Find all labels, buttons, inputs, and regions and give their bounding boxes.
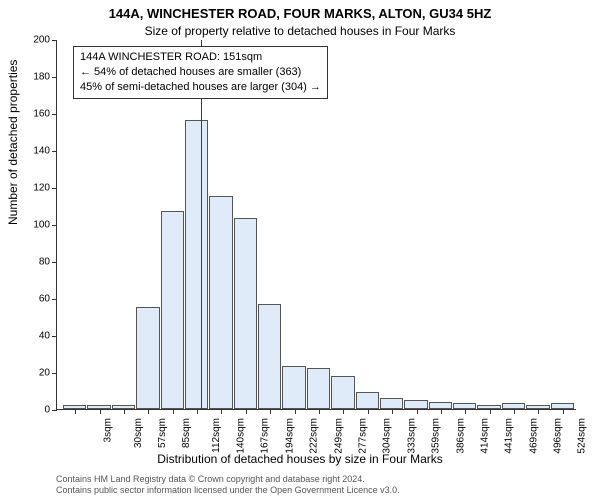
x-tick-label: 249sqm <box>333 418 344 454</box>
x-tick-label: 3sqm <box>103 418 114 442</box>
histogram-bar <box>282 366 305 409</box>
page-subtitle: Size of property relative to detached ho… <box>0 24 600 38</box>
annotation-line: 45% of semi-detached houses are larger (… <box>80 80 321 95</box>
x-tick-label: 333sqm <box>406 418 417 454</box>
histogram-bar <box>356 392 379 409</box>
y-tick-label: 120 <box>20 183 50 194</box>
y-tick-label: 200 <box>20 35 50 46</box>
annotation-line: ← 54% of detached houses are smaller (36… <box>80 65 321 80</box>
attribution-line: Contains HM Land Registry data © Crown c… <box>56 474 400 485</box>
annotation-line: 144A WINCHESTER ROAD: 151sqm <box>80 50 321 65</box>
histogram-bar <box>258 304 281 409</box>
x-tick-label: 304sqm <box>382 418 393 454</box>
annotation-box: 144A WINCHESTER ROAD: 151sqm← 54% of det… <box>73 46 328 99</box>
x-tick-label: 194sqm <box>284 418 295 454</box>
histogram-bar <box>209 196 232 409</box>
y-tick-label: 20 <box>20 368 50 379</box>
page-title: 144A, WINCHESTER ROAD, FOUR MARKS, ALTON… <box>0 6 600 21</box>
x-tick-label: 140sqm <box>236 418 247 454</box>
y-tick-label: 40 <box>20 331 50 342</box>
x-tick-label: 386sqm <box>455 418 466 454</box>
x-tick-label: 496sqm <box>553 418 564 454</box>
x-axis-label: Distribution of detached houses by size … <box>0 452 600 466</box>
x-tick-label: 277sqm <box>358 418 369 454</box>
y-tick-label: 100 <box>20 220 50 231</box>
histogram-bar <box>429 402 452 409</box>
x-tick-label: 85sqm <box>181 418 192 448</box>
histogram-bar <box>331 376 354 409</box>
histogram-bar <box>161 211 184 409</box>
x-tick-label: 524sqm <box>577 418 588 454</box>
y-tick-label: 0 <box>20 405 50 416</box>
y-tick-label: 180 <box>20 72 50 83</box>
y-tick-label: 140 <box>20 146 50 157</box>
histogram-bar <box>380 398 403 409</box>
y-tick-label: 60 <box>20 294 50 305</box>
x-tick-label: 359sqm <box>431 418 442 454</box>
x-tick-label: 30sqm <box>133 418 144 448</box>
y-axis-label: Number of detached properties <box>6 60 20 225</box>
attribution-text: Contains HM Land Registry data © Crown c… <box>56 474 400 496</box>
x-tick-label: 469sqm <box>528 418 539 454</box>
x-tick-label: 167sqm <box>260 418 271 454</box>
histogram-plot: 144A WINCHESTER ROAD: 151sqm← 54% of det… <box>56 40 576 410</box>
x-tick-label: 57sqm <box>157 418 168 448</box>
histogram-bar <box>185 120 208 409</box>
x-tick-label: 441sqm <box>504 418 515 454</box>
x-tick-label: 222sqm <box>309 418 320 454</box>
histogram-bar <box>307 368 330 409</box>
histogram-bar <box>234 218 257 409</box>
attribution-line: Contains public sector information licen… <box>56 485 400 496</box>
x-tick-label: 414sqm <box>479 418 490 454</box>
y-tick-label: 160 <box>20 109 50 120</box>
chart-area: 144A WINCHESTER ROAD: 151sqm← 54% of det… <box>56 40 576 410</box>
histogram-bar <box>404 400 427 409</box>
y-tick-label: 80 <box>20 257 50 268</box>
histogram-bar <box>136 307 159 409</box>
x-tick-label: 112sqm <box>211 418 222 453</box>
